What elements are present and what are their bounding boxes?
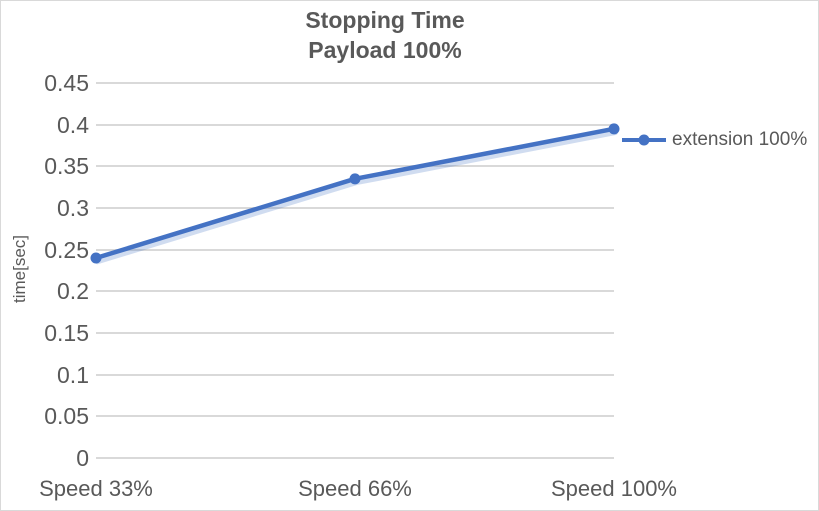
gridline xyxy=(96,165,614,168)
data-point-marker xyxy=(608,123,620,135)
gridline xyxy=(96,457,614,459)
data-point-marker xyxy=(90,252,102,264)
gridline xyxy=(96,415,614,418)
y-tick-label: 0.05 xyxy=(44,403,89,430)
legend-series-label: extension 100% xyxy=(672,129,808,150)
chart-title: Stopping Time Payload 100% xyxy=(1,5,769,65)
y-tick-label: 0.25 xyxy=(44,236,89,263)
gridline xyxy=(96,248,614,251)
gridline xyxy=(96,82,614,84)
y-tick-label: 0 xyxy=(76,445,89,471)
y-tick-label: 0.3 xyxy=(57,195,89,221)
legend: extension 100% xyxy=(621,129,807,151)
x-category-label: Speed 33% xyxy=(39,476,153,501)
y-tick-label: 0.1 xyxy=(57,361,89,388)
chart-title-line-1: Stopping Time xyxy=(305,7,465,33)
gridline xyxy=(96,207,614,209)
x-category-label: Speed 66% xyxy=(298,476,412,501)
gridline xyxy=(96,123,614,126)
y-tick-label: 0.45 xyxy=(44,70,89,96)
gridline xyxy=(96,373,614,376)
y-tick-label: 0.15 xyxy=(44,320,89,346)
y-tick-label: 0.35 xyxy=(44,153,89,180)
series-line-shadow xyxy=(95,130,618,265)
gridline xyxy=(96,332,614,334)
y-tick-label: 0.2 xyxy=(57,278,89,305)
x-category-label: Speed 100% xyxy=(551,476,677,501)
data-point-marker xyxy=(349,173,361,185)
y-tick-label: 0.4 xyxy=(57,111,89,138)
legend-line-marker-icon xyxy=(622,134,666,146)
gridline xyxy=(96,290,614,293)
chart-title-line-2: Payload 100% xyxy=(308,37,462,63)
